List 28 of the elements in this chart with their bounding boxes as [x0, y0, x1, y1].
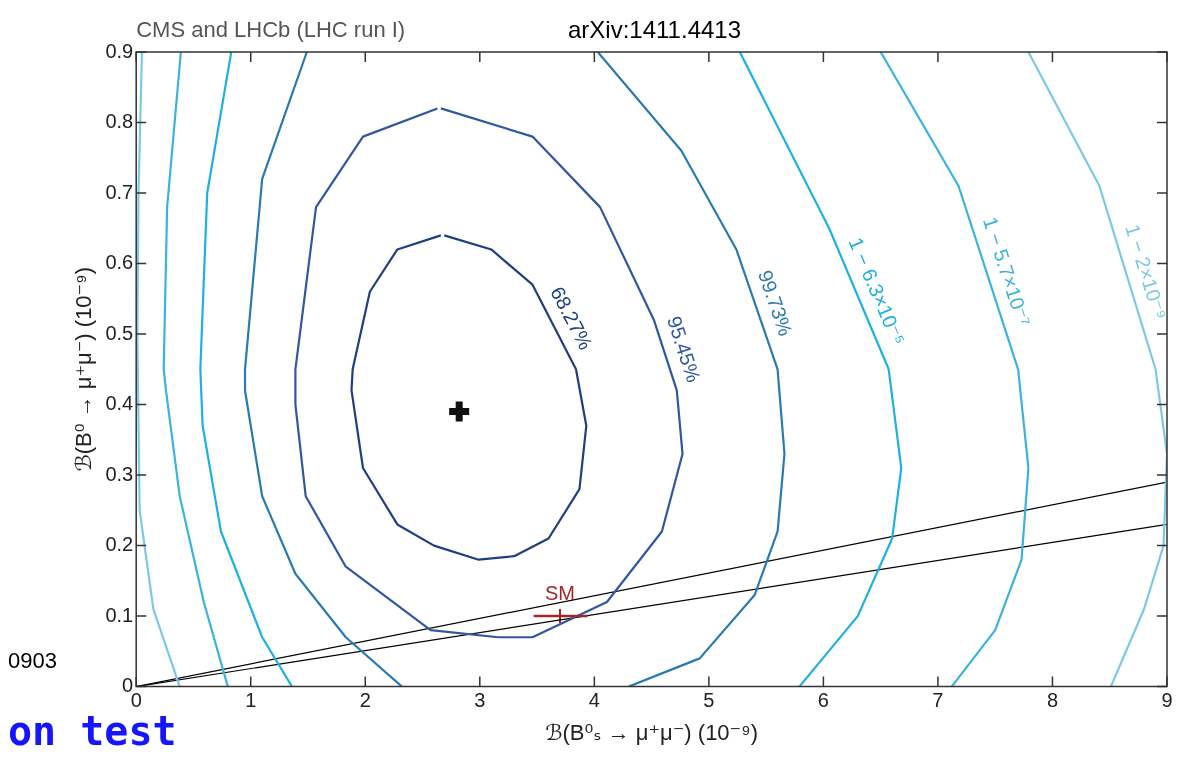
x-tick-label: 5 [703, 689, 715, 712]
text: on test [8, 708, 177, 754]
x-tick-label: 7 [932, 689, 944, 712]
x-axis-title: ℬ(B⁰ₛ → μ⁺μ⁻) (10⁻⁹) [545, 719, 758, 745]
y-tick-label: 0.8 [105, 110, 134, 133]
series-label: SM [544, 581, 575, 604]
x-tick-label: 2 [359, 689, 371, 712]
x-tick-label: 1 [245, 689, 257, 712]
y-tick-label: 0.7 [105, 180, 134, 203]
x-tick-label: 3 [474, 689, 486, 712]
y-tick-label: 0.9 [105, 39, 134, 62]
text: 95.45% [662, 313, 705, 386]
x-tick-label: 8 [1046, 689, 1059, 712]
text: 1 − 2×10⁻⁹ [1121, 221, 1171, 323]
y-tick-label: 0.4 [105, 392, 134, 415]
text: 0903 [8, 648, 57, 674]
x-tick-label: 4 [588, 689, 600, 712]
y-tick-label: 0.1 [105, 603, 134, 626]
text: arXiv:1411.4413 [568, 16, 742, 44]
y-tick-label: 0.3 [105, 462, 134, 485]
x-tick-label: 6 [817, 689, 829, 712]
y-tick-label: 0.5 [105, 321, 134, 344]
x-tick-label: 9 [1161, 689, 1173, 712]
chart-title: CMS and LHCb (LHC run I) [136, 17, 406, 43]
text: 99.73% [753, 267, 797, 339]
y-tick-label: 0.6 [105, 251, 134, 274]
y-axis-title: ℬ(B⁰ → μ⁺μ⁻) (10⁻⁹) [71, 267, 97, 472]
y-tick-label: 0.2 [105, 533, 134, 556]
